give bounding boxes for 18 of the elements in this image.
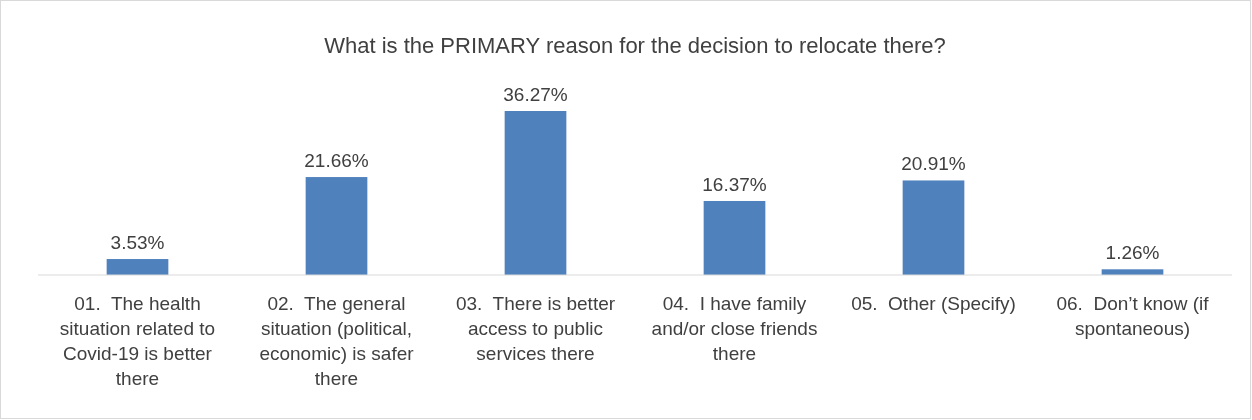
x-tick-label: 06. Don’t know (if spontaneous) [1056,293,1210,339]
chart-title: What is the PRIMARY reason for the decision to relocate there? [324,33,946,58]
x-tick-label: 03. There is better access to public services there [455,293,616,364]
bar [703,200,766,275]
x-tick-label: 05. Other (Specify) [851,293,1016,314]
data-label: 3.53% [110,232,165,254]
data-label: 16.37% [702,173,767,195]
x-tick-label: 01. The health situation related to Covid-19 is better there [59,293,216,389]
x-tick-label: 02. The general situation (political, economic) is safer there [259,293,415,389]
data-label: 21.66% [304,150,369,172]
data-label: 1.26% [1105,242,1160,264]
data-label: 20.91% [901,153,966,175]
x-tick-label: 04. I have family and/or close friends there [651,293,818,364]
bar [106,259,169,275]
data-label: 36.27% [503,84,568,105]
bar [305,177,368,275]
bar [902,180,965,275]
bar [504,111,567,275]
